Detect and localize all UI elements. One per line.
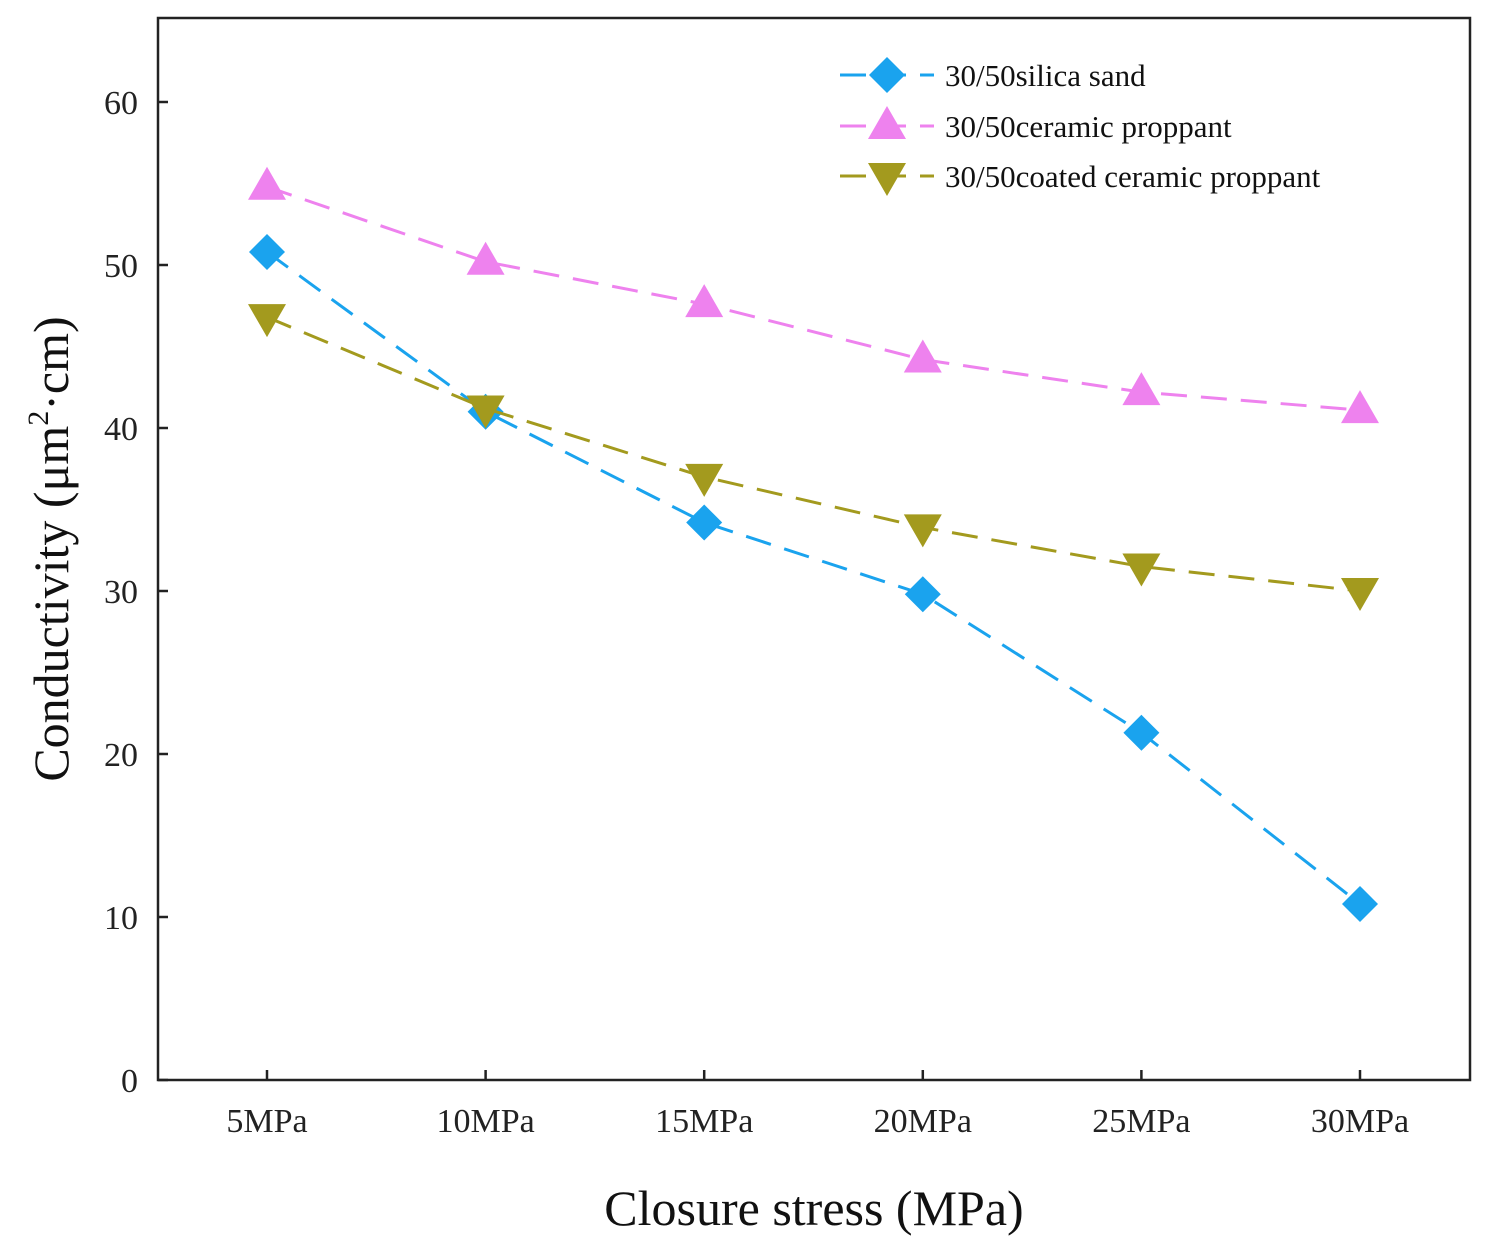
- legend-label-2: 30/50coated ceramic proppant: [945, 159, 1321, 194]
- legend-entry-0: 30/50silica sand: [840, 57, 1146, 93]
- x-tick-label-3: 20MPa: [874, 1103, 972, 1140]
- legend-marker-0: [869, 57, 905, 93]
- series-line-1: [266, 185, 1361, 412]
- series-layer: [248, 166, 1379, 922]
- series-line-0: [266, 250, 1361, 906]
- y-axis-title-tail: ·cm): [23, 316, 79, 410]
- legend-marker-1: [868, 106, 906, 139]
- series-1-point-4: [1122, 372, 1161, 406]
- legend-label-1: 30/50ceramic proppant: [945, 109, 1232, 144]
- series-2-point-1: [466, 395, 505, 429]
- x-tick-label-0: 5MPa: [226, 1103, 307, 1140]
- series-2-point-4: [1122, 553, 1161, 587]
- y-tick-label-30: 30: [104, 574, 138, 611]
- series-2-point-5: [1341, 578, 1379, 611]
- series-0-point-2: [686, 504, 723, 541]
- legend-marker-2: [868, 163, 906, 196]
- y-tick-label-50: 50: [104, 248, 138, 285]
- x-tick-label-1: 10MPa: [436, 1103, 534, 1140]
- x-axis: 5MPa 10MPa 15MPa 20MPa 25MPa 30MPa: [226, 1070, 1409, 1140]
- series-2: [248, 304, 1379, 611]
- plot-frame: [156, 16, 1472, 1082]
- y-tick-label-20: 20: [104, 737, 138, 774]
- series-0-point-0: [249, 233, 285, 270]
- y-tick-label-0: 0: [121, 1063, 138, 1100]
- series-2-point-0: [248, 304, 286, 338]
- series-1-point-5: [1341, 390, 1379, 424]
- series-1-point-3: [903, 339, 942, 373]
- series-0-point-5: [1342, 885, 1378, 922]
- series-1-point-1: [466, 241, 505, 275]
- series-1-point-2: [685, 284, 724, 318]
- y-tick-label-60: 60: [104, 85, 138, 122]
- x-axis-title: Closure stress (MPa): [604, 1180, 1023, 1236]
- x-tick-label-2: 15MPa: [655, 1103, 753, 1140]
- legend: 30/50silica sand 30/50ceramic proppant 30/…: [840, 57, 1321, 196]
- legend-entry-1: 30/50ceramic proppant: [840, 106, 1232, 144]
- series-1: [248, 166, 1379, 424]
- x-tick-label-5: 30MPa: [1311, 1103, 1409, 1140]
- y-tick-label-40: 40: [104, 411, 138, 448]
- y-axis-title-superscript: 2: [22, 411, 55, 426]
- legend-entry-2: 30/50coated ceramic proppant: [840, 159, 1321, 196]
- y-axis: 0 10 20 30 40 50 60: [104, 85, 168, 1100]
- series-2-point-2: [685, 463, 724, 497]
- series-0-point-4: [1123, 714, 1160, 751]
- series-line-2: [266, 315, 1361, 593]
- y-axis-title: Conductivity (μm2·cm): [22, 316, 79, 781]
- series-2-point-3: [903, 514, 942, 548]
- y-axis-title-main: Conductivity (μm: [23, 426, 79, 782]
- y-tick-label-10: 10: [104, 900, 138, 937]
- series-1-point-0: [248, 166, 286, 200]
- series-0-point-3: [904, 576, 941, 613]
- legend-label-0: 30/50silica sand: [945, 58, 1146, 93]
- x-tick-label-4: 25MPa: [1092, 1103, 1190, 1140]
- series-0: [249, 233, 1378, 922]
